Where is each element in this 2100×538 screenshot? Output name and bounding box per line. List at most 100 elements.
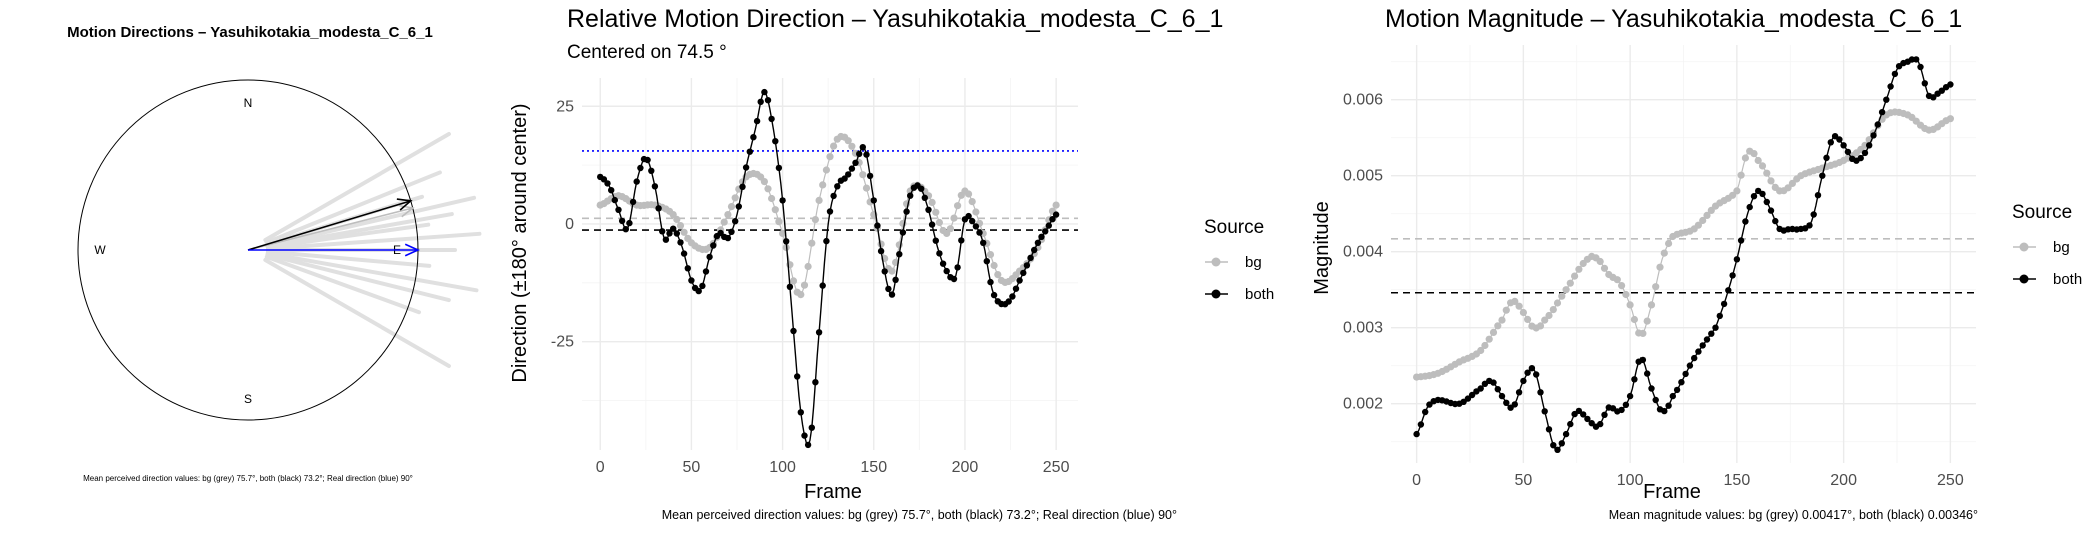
direction-point-both bbox=[666, 230, 673, 237]
magnitude-point-both bbox=[1691, 354, 1698, 362]
direction-point-bg bbox=[760, 178, 768, 186]
direction-point-both bbox=[618, 217, 626, 225]
magnitude-point-bg bbox=[1630, 315, 1638, 324]
magnitude-point-bg bbox=[1477, 346, 1485, 355]
magnitude-point-both bbox=[1515, 389, 1523, 396]
compass-west: W bbox=[94, 243, 106, 257]
direction-point-both bbox=[1042, 228, 1049, 235]
direction-point-both bbox=[874, 222, 881, 229]
magnitude-title: Motion Magnitude – Yasuhikotakia_modesta… bbox=[1385, 5, 1962, 33]
direction-point-bg bbox=[680, 228, 688, 236]
direction-point-both bbox=[772, 138, 779, 145]
magnitude-legend-bg: bg bbox=[2013, 239, 2070, 256]
direction-ray bbox=[264, 170, 442, 245]
magnitude-point-bg bbox=[1733, 187, 1741, 195]
direction-ray bbox=[265, 195, 477, 248]
magnitude-point-both bbox=[1597, 420, 1604, 428]
direction-point-both bbox=[1016, 277, 1023, 284]
direction-point-both bbox=[608, 187, 615, 194]
magnitude-point-bg bbox=[1498, 316, 1506, 324]
magnitude-point-bg bbox=[1763, 169, 1771, 177]
magnitude-point-both bbox=[1746, 203, 1753, 211]
magnitude-point-both bbox=[1861, 149, 1869, 157]
direction-point-both bbox=[746, 148, 753, 155]
magnitude-point-both bbox=[1673, 386, 1681, 394]
direction-ray bbox=[265, 231, 482, 251]
magnitude-point-both bbox=[1511, 401, 1518, 408]
magnitude-point-bg bbox=[1699, 216, 1707, 225]
direction-point-both bbox=[695, 287, 702, 295]
direction-point-both bbox=[896, 251, 903, 258]
direction-point-both bbox=[775, 164, 783, 172]
direction-point-both bbox=[950, 275, 958, 283]
magnitude-point-both bbox=[1644, 370, 1651, 377]
direction-legend-bg-label: bg bbox=[1245, 254, 1262, 271]
direction-xtick: 250 bbox=[1043, 459, 1070, 476]
polar-caption: Mean perceived direction values: bg (gre… bbox=[83, 474, 413, 483]
magnitude-point-bg bbox=[1767, 177, 1775, 185]
direction-point-bg bbox=[954, 202, 962, 210]
magnitude-point-both bbox=[1866, 142, 1873, 149]
magnitude-point-both bbox=[1840, 142, 1847, 149]
direction-point-both bbox=[797, 409, 804, 416]
direction-point-bg bbox=[800, 281, 809, 289]
magnitude-point-both bbox=[1708, 330, 1715, 337]
direction-point-bg bbox=[764, 185, 772, 193]
direction-point-both bbox=[1009, 293, 1016, 300]
direction-point-both bbox=[834, 183, 841, 190]
magnitude-point-bg bbox=[1626, 301, 1634, 309]
magnitude-point-bg bbox=[1596, 257, 1604, 266]
direction-point-both bbox=[764, 97, 772, 104]
direction-point-both bbox=[1005, 298, 1012, 305]
magnitude-xtick: 150 bbox=[1724, 472, 1751, 489]
magnitude-point-bg bbox=[1494, 322, 1502, 330]
magnitude-ytick: 0.003 bbox=[1343, 320, 1383, 337]
magnitude-point-both bbox=[1464, 395, 1472, 402]
magnitude-point-both bbox=[1503, 399, 1510, 406]
direction-point-both bbox=[732, 218, 739, 225]
direction-point-both bbox=[626, 219, 633, 227]
magnitude-point-bg bbox=[1694, 221, 1702, 229]
magnitude-point-both bbox=[1588, 420, 1595, 427]
direction-point-both bbox=[629, 198, 637, 206]
magnitude-point-both bbox=[1422, 408, 1429, 416]
direction-point-both bbox=[903, 208, 910, 215]
direction-legend-both: both bbox=[1205, 286, 1274, 303]
magnitude-point-both bbox=[1520, 377, 1527, 385]
direction-title: Relative Motion Direction – Yasuhikotaki… bbox=[567, 5, 1223, 33]
magnitude-point-both bbox=[1686, 362, 1694, 369]
direction-point-bg bbox=[797, 291, 805, 299]
direction-point-both bbox=[965, 212, 972, 220]
magnitude-point-both bbox=[1413, 430, 1420, 438]
direction-point-bg bbox=[844, 137, 852, 145]
direction-point-both bbox=[939, 260, 947, 267]
magnitude-point-bg bbox=[1485, 335, 1493, 343]
magnitude-point-bg bbox=[1600, 264, 1609, 272]
direction-point-both bbox=[885, 285, 892, 293]
direction-point-both bbox=[936, 250, 943, 257]
direction-point-both bbox=[815, 329, 823, 336]
direction-point-both bbox=[990, 291, 998, 299]
magnitude-point-bg bbox=[1562, 286, 1570, 294]
direction-ray bbox=[265, 252, 451, 303]
direction-point-both bbox=[750, 134, 757, 141]
magnitude-point-both bbox=[1891, 70, 1899, 78]
polar-chart: Motion Directions – Yasuhikotakia_modest… bbox=[67, 24, 482, 483]
magnitude-point-bg bbox=[1758, 162, 1767, 170]
direction-point-both bbox=[622, 226, 629, 233]
direction-legend-bg: bg bbox=[1205, 254, 1262, 271]
direction-point-bg bbox=[768, 194, 776, 203]
direction-point-bg bbox=[928, 198, 936, 206]
magnitude-point-both bbox=[1716, 312, 1723, 320]
magnitude-point-bg bbox=[1784, 184, 1792, 192]
direction-point-bg bbox=[830, 142, 838, 150]
direction-point-both bbox=[925, 206, 932, 213]
magnitude-legend-bg-label: bg bbox=[2053, 239, 2070, 256]
direction-caption: Mean perceived direction values: bg (gre… bbox=[662, 508, 1177, 522]
direction-point-bg bbox=[859, 171, 867, 179]
direction-point-bg bbox=[819, 181, 827, 189]
magnitude-xtick: 100 bbox=[1617, 472, 1644, 489]
magnitude-point-both bbox=[1468, 391, 1476, 399]
direction-point-bg bbox=[724, 211, 732, 219]
direction-point-both bbox=[611, 196, 618, 204]
